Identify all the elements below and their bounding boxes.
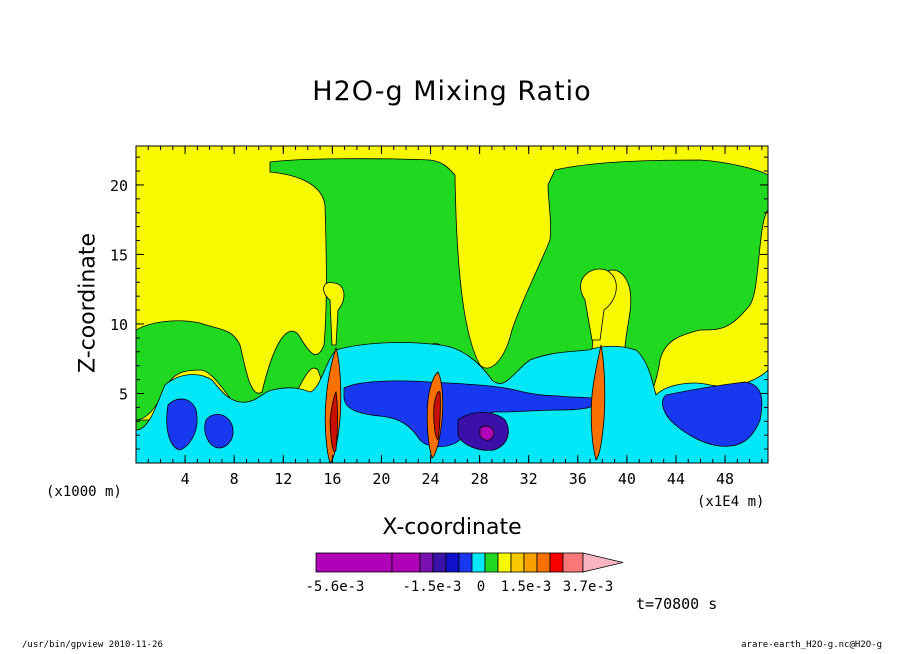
footer-left: /usr/bin/gpview 2010-11-26 <box>22 640 163 650</box>
colorbar-swatch <box>432 552 447 573</box>
colorbar-label: 1.5e-3 <box>501 579 552 595</box>
colorbar-swatch <box>562 552 584 573</box>
footer-right: arare-earth_H2O-g.nc@H2O-g <box>741 640 882 650</box>
colorbar-swatch <box>419 552 434 573</box>
x-scale-note: (x1E4 m) <box>697 494 765 510</box>
x-axis: 4 8 12 16 20 24 28 32 36 40 44 48 <box>147 146 763 488</box>
field-blue-4 <box>662 381 763 447</box>
colorbar-swatch <box>458 552 473 573</box>
x-tick-label: 8 <box>230 470 239 488</box>
x-tick-label: 12 <box>274 470 292 488</box>
chart-title: H2O-g Mixing Ratio <box>312 76 592 107</box>
y-tick-label: 15 <box>110 246 128 264</box>
colorbar-label: 3.7e-3 <box>563 579 614 595</box>
colorbar-label: 0 <box>477 579 485 595</box>
y-axis-label: Z-coordinate <box>75 233 101 373</box>
field-blue-2 <box>204 413 234 449</box>
colorbar-swatch <box>391 552 421 573</box>
x-tick-label: 16 <box>323 470 341 488</box>
colorbar-swatch <box>549 552 564 573</box>
colorbar-swatch <box>536 552 551 573</box>
x-axis-label: X-coordinate <box>382 515 522 540</box>
x-unit-label: (x1000 m) <box>46 484 122 500</box>
x-tick-label: 44 <box>667 470 685 488</box>
colorbar-arrow <box>582 552 624 573</box>
x-tick-label: 4 <box>181 470 190 488</box>
y-tick-label: 20 <box>110 177 128 195</box>
colorbar-swatch <box>484 552 499 573</box>
colorbar-swatch <box>510 552 525 573</box>
x-tick-label: 40 <box>618 470 636 488</box>
colorbar-swatch <box>315 552 393 573</box>
colorbar: -5.6e-3 -1.5e-3 0 1.5e-3 3.7e-3 <box>305 552 624 595</box>
field-blue-1 <box>166 398 198 451</box>
colorbar-swatch <box>523 552 538 573</box>
field-magenta-core <box>479 425 495 441</box>
x-tick-label: 20 <box>372 470 390 488</box>
colorbar-swatch <box>471 552 486 573</box>
field-column-core-2 <box>433 391 441 441</box>
field-yellow-bubble-2 <box>580 268 617 341</box>
plot-frame <box>135 145 769 464</box>
field-column-3 <box>590 344 606 461</box>
plot-area <box>136 146 768 463</box>
x-tick-label: 32 <box>520 470 538 488</box>
field-yellow-bubble-1 <box>323 282 345 346</box>
x-tick-label: 36 <box>569 470 587 488</box>
colorbar-swatch <box>497 552 512 573</box>
field-column-core-1 <box>329 390 338 453</box>
colorbar-label: -5.6e-3 <box>305 579 364 595</box>
y-tick-label: 10 <box>110 316 128 334</box>
x-tick-label: 28 <box>471 470 489 488</box>
y-axis: 5 10 15 20 <box>110 156 768 450</box>
time-label: t=70800 s <box>636 595 718 613</box>
x-tick-label: 24 <box>421 470 439 488</box>
colorbar-swatch <box>445 552 460 573</box>
x-tick-label: 48 <box>716 470 734 488</box>
y-tick-label: 5 <box>119 385 128 403</box>
colorbar-label: -1.5e-3 <box>402 579 461 595</box>
